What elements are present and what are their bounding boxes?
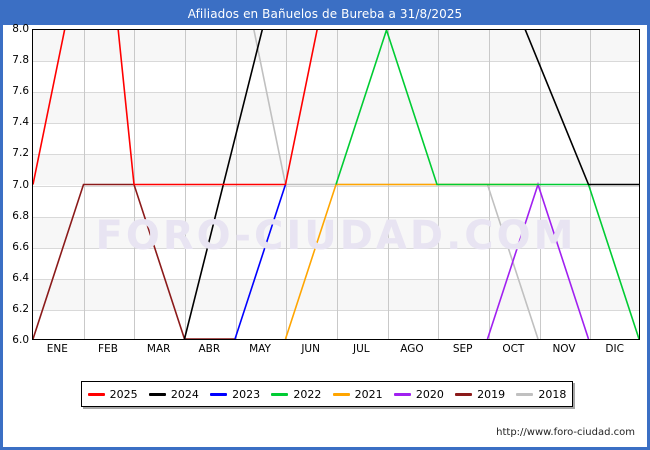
- x-axis-tick-label: AGO: [400, 343, 424, 355]
- page-title: Afiliados en Bañuelos de Bureba a 31/8/2…: [187, 7, 463, 21]
- legend-item-2022[interactable]: 2022: [271, 388, 321, 401]
- legend-item-2021[interactable]: 2021: [332, 387, 383, 401]
- x-axis-tick-label: JUL: [353, 343, 370, 355]
- footer-url: http://www.foro-ciudad.com: [496, 427, 635, 438]
- legend-label: 2023: [232, 387, 261, 401]
- x-axis-tick-label: OCT: [502, 343, 525, 355]
- y-axis-tick-label: 7.4: [12, 116, 29, 129]
- gridline-horizontal: [33, 216, 639, 218]
- x-axis-tick-label: NOV: [552, 343, 576, 355]
- x-axis-tick-label: ENE: [46, 343, 68, 355]
- gridline-horizontal: [33, 247, 639, 249]
- legend-swatch-icon: [87, 392, 105, 396]
- series-line-2024: [183, 30, 639, 339]
- legend-label: 2021: [354, 387, 383, 401]
- x-axis-tick-label: MAY: [249, 343, 271, 355]
- x-axis-tick-label: FEB: [98, 343, 118, 355]
- y-axis-tick-label: 8.0: [12, 23, 29, 35]
- y-axis-tick-label: 7.8: [12, 54, 29, 67]
- x-axis-tick-label: DIC: [605, 343, 624, 355]
- y-axis-tick-label: 6.0: [12, 334, 29, 346]
- y-axis-labels: 8.0 7.8 7.6 7.4 7.2 7.0 6.8 6.6 6.4 6.2 6.0: [3, 23, 31, 347]
- gridline-horizontal: [33, 123, 639, 125]
- legend-item-2020[interactable]: 2020: [393, 387, 444, 401]
- legend-label: 2024: [170, 387, 199, 401]
- x-axis-tick-label: ABR: [198, 343, 221, 355]
- legend-swatch-icon: [332, 392, 350, 396]
- legend-swatch-icon: [210, 392, 228, 396]
- legend-item-2025[interactable]: 2025: [87, 387, 138, 401]
- series-lines: [33, 30, 639, 339]
- legend-item-2023[interactable]: 2023: [210, 388, 260, 401]
- legend-item-2019[interactable]: 2019: [455, 388, 505, 401]
- legend-swatch-icon: [148, 392, 166, 396]
- plot-band: [33, 216, 639, 248]
- plot-band: [33, 278, 639, 310]
- y-axis-tick-label: 6.4: [12, 271, 29, 284]
- legend-swatch-icon: [455, 392, 473, 396]
- y-axis-tick-label: 7.6: [12, 85, 29, 98]
- legend-swatch-icon: [516, 392, 534, 396]
- legend-swatch-icon: [393, 392, 411, 396]
- plot-band: [33, 30, 639, 62]
- window-titlebar: Afiliados en Bañuelos de Bureba a 31/8/2…: [3, 3, 647, 25]
- series-line-2020: [486, 181, 590, 339]
- y-axis-tick-label: 6.2: [12, 302, 29, 315]
- x-axis-tick-label: JUN: [301, 343, 320, 355]
- legend-label: 2020: [415, 387, 444, 401]
- gridline-horizontal: [33, 309, 639, 311]
- series-line-2023: [234, 184, 287, 339]
- y-axis-tick-label: 7.0: [12, 178, 29, 191]
- chart-legend: 2025 2024 2023 2022 2021 2020 2019 2018: [81, 381, 573, 407]
- legend-swatch-icon: [271, 392, 289, 396]
- plot-band: [33, 92, 639, 124]
- legend-label: 2019: [477, 387, 506, 401]
- y-axis-tick-label: 6.6: [12, 240, 29, 253]
- legend-item-2018[interactable]: 2018: [516, 388, 566, 401]
- legend-label: 2018: [538, 387, 567, 401]
- series-line-2021: [284, 183, 539, 339]
- legend-label: 2022: [293, 387, 322, 401]
- legend-item-2024[interactable]: 2024: [148, 387, 199, 401]
- plot-area: [32, 29, 640, 340]
- x-axis-labels: ENE FEB MAR ABR MAY JUN JUL AGO SEP OCT NOV DIC: [32, 343, 640, 361]
- series-line-2022: [335, 30, 639, 339]
- legend-label: 2025: [109, 387, 138, 401]
- gridline-horizontal: [33, 61, 639, 63]
- gridline-horizontal: [33, 278, 639, 280]
- y-axis-tick-label: 6.8: [12, 209, 29, 222]
- series-line-2025: [33, 30, 318, 186]
- x-axis-tick-label: MAR: [146, 343, 171, 355]
- y-axis-tick-label: 7.2: [12, 147, 29, 160]
- gridline-horizontal: [33, 154, 639, 156]
- gridline-horizontal: [33, 92, 639, 94]
- x-axis-tick-label: SEP: [452, 343, 473, 355]
